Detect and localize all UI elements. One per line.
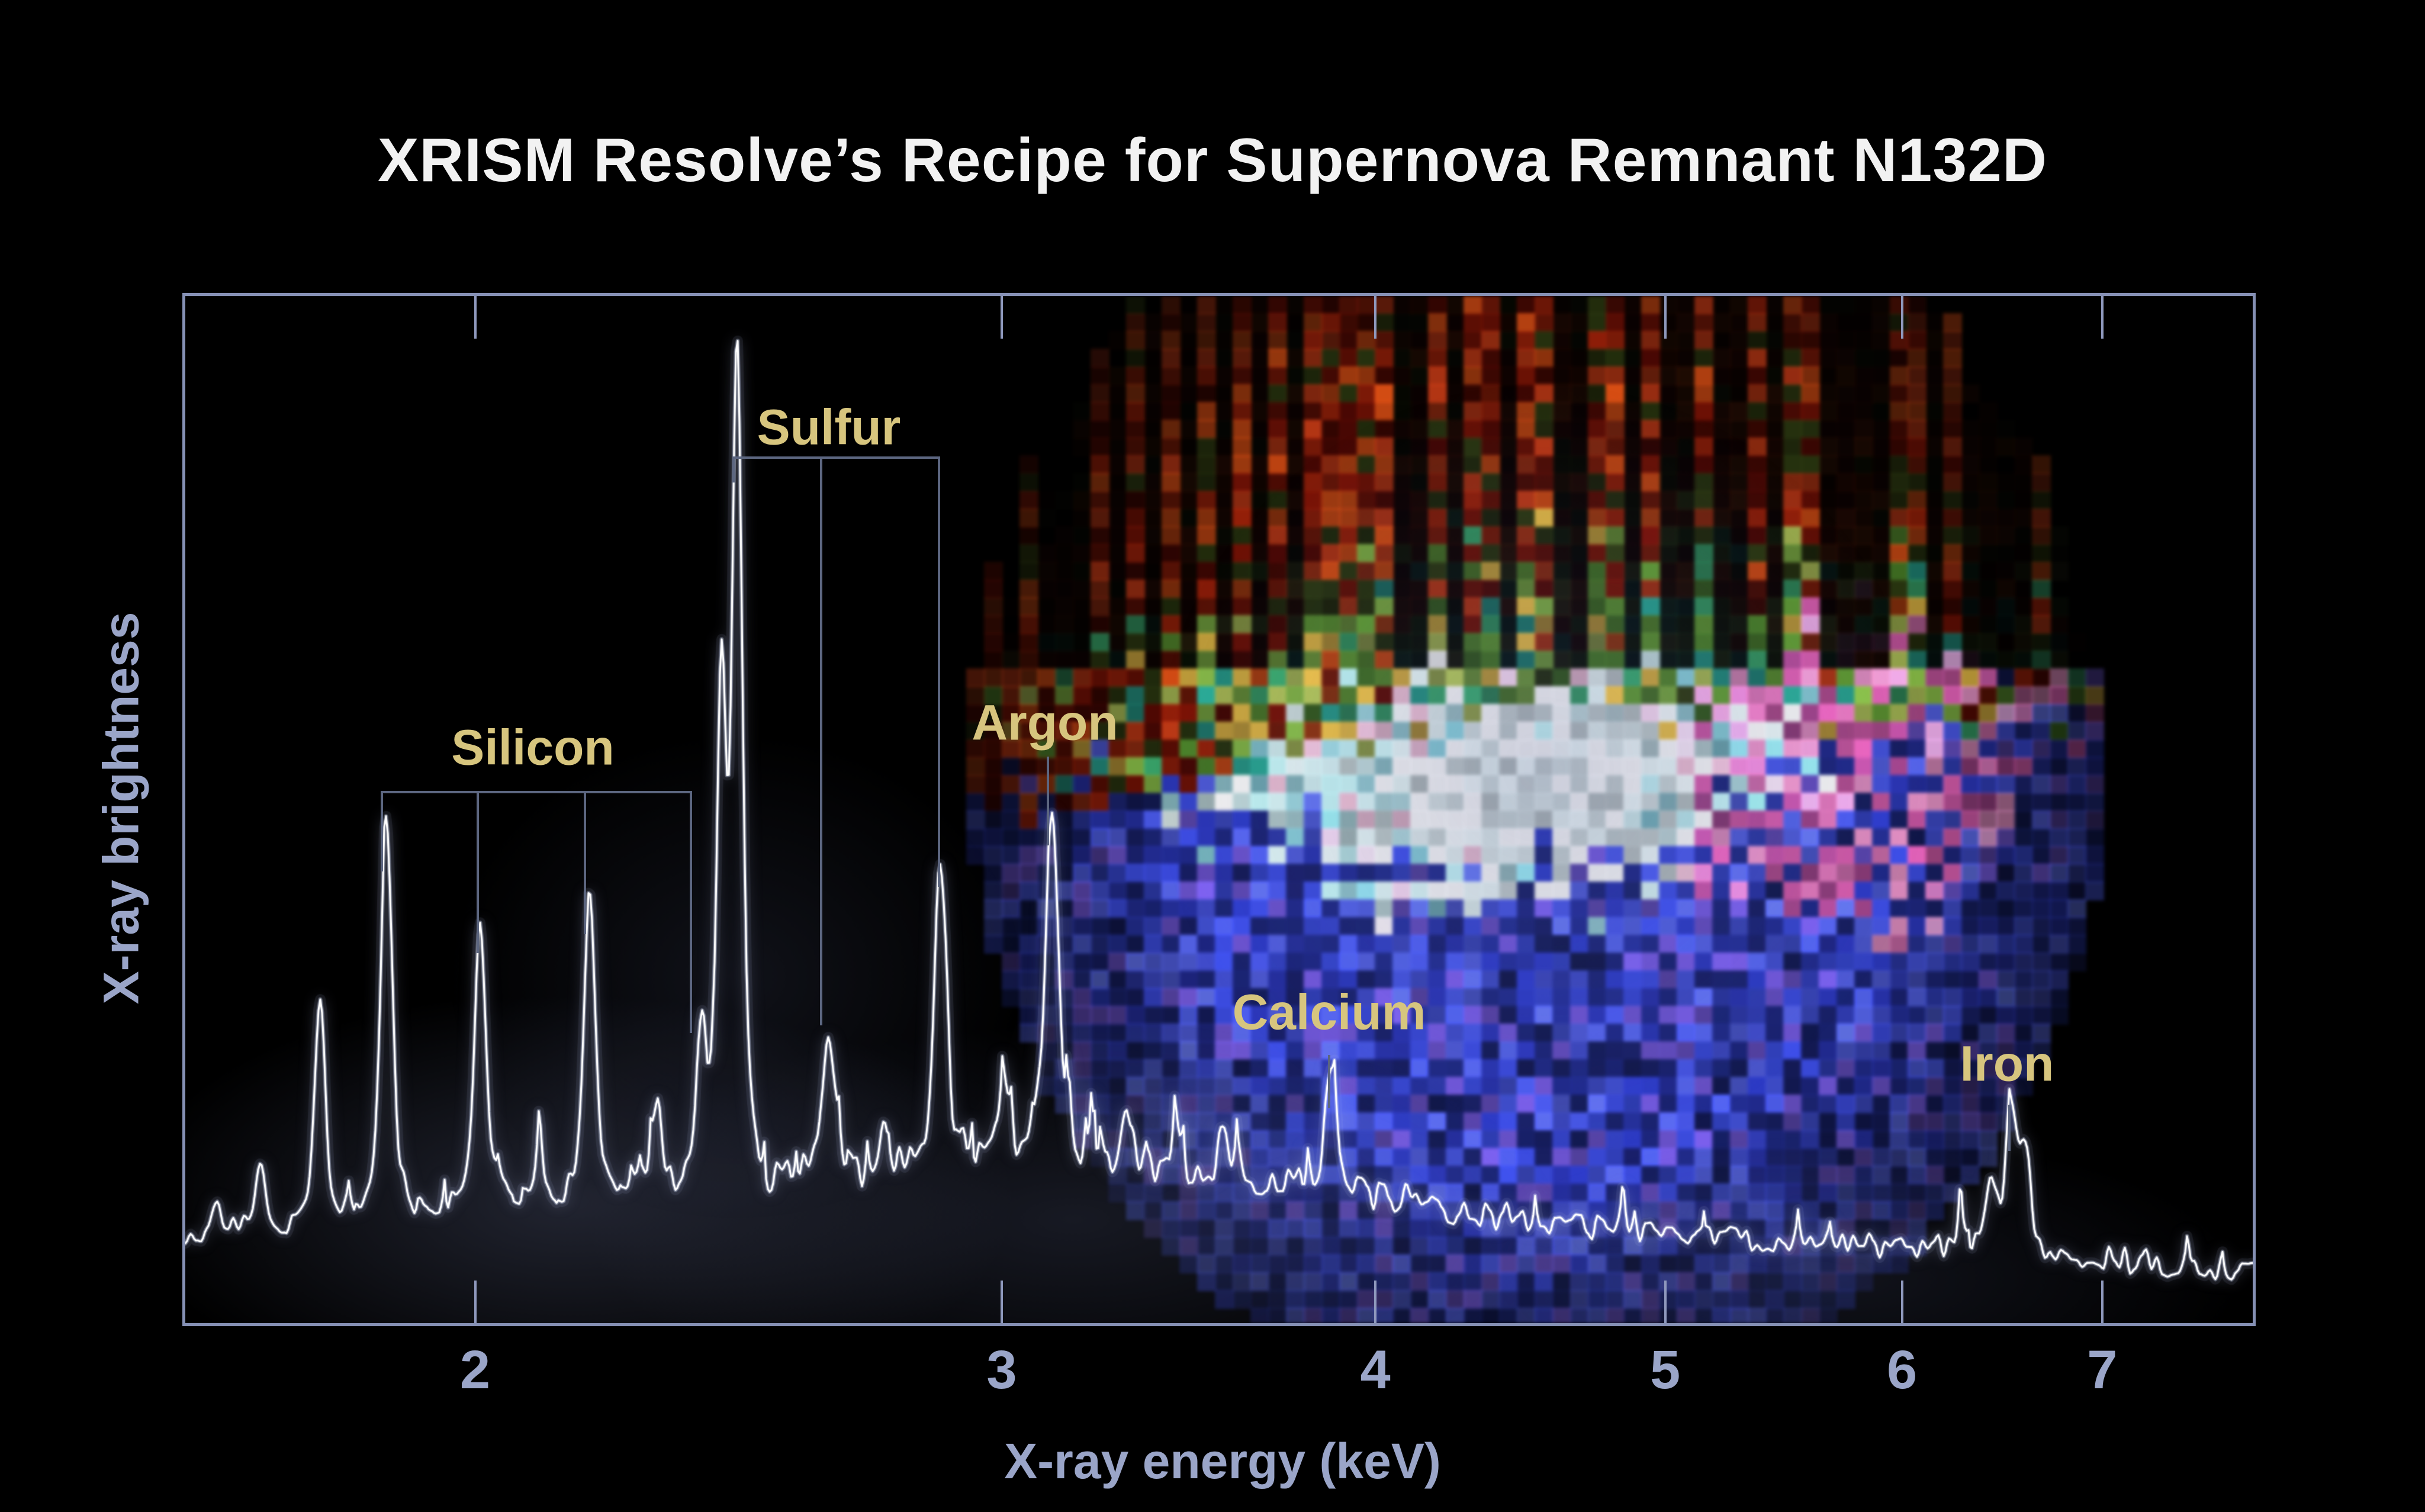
- x-axis-tick-label: 6: [1887, 1340, 1918, 1400]
- plot-area: Silicon Sulfur Argon Calcium Iron: [182, 293, 2256, 1326]
- element-label-sulfur: Sulfur: [757, 399, 901, 455]
- annotation-line-silicon: [381, 791, 692, 793]
- x-axis-tick-bottom: [2101, 1281, 2104, 1323]
- x-axis-tick-bottom: [1900, 1281, 1903, 1323]
- x-axis-tick-top: [1001, 296, 1004, 339]
- x-axis-tick-label: 2: [459, 1340, 491, 1400]
- x-axis-tick-top: [1664, 296, 1667, 339]
- annotation-line-calcium: [1328, 1055, 1330, 1108]
- x-axis-tick-bottom: [1664, 1281, 1667, 1323]
- element-label-iron: Iron: [1960, 1035, 2054, 1092]
- annotation-line-argon: [1047, 757, 1049, 845]
- x-axis-tick-label: 3: [986, 1340, 1017, 1400]
- element-label-silicon: Silicon: [451, 719, 615, 776]
- x-axis-tick-bottom: [1001, 1281, 1004, 1323]
- x-axis-tick-top: [1900, 296, 1903, 339]
- element-label-argon: Argon: [972, 694, 1118, 751]
- annotation-line-sulfur: [820, 456, 822, 1025]
- x-axis-tick-top: [1374, 296, 1377, 339]
- x-axis-tick-bottom: [1374, 1281, 1377, 1323]
- annotation-line-silicon: [477, 791, 479, 953]
- x-axis-tick-label: 4: [1360, 1340, 1391, 1400]
- x-axis-tick-top: [2101, 296, 2104, 339]
- annotation-line-sulfur: [732, 456, 735, 482]
- x-axis-label: X-ray energy (keV): [1004, 1433, 1441, 1489]
- annotation-line-sulfur: [732, 456, 940, 459]
- x-axis-tick-label: 7: [2087, 1340, 2118, 1400]
- annotation-line-iron: [2008, 1105, 2011, 1151]
- page-title: XRISM Resolve’s Recipe for Supernova Rem…: [377, 126, 2048, 195]
- spectrum-canvas: [185, 296, 2253, 1323]
- annotation-line-sulfur: [938, 456, 940, 887]
- annotation-line-silicon: [381, 791, 383, 871]
- element-label-calcium: Calcium: [1232, 984, 1426, 1040]
- y-axis-label: X-ray brightness: [93, 612, 149, 1005]
- x-axis-tick-top: [474, 296, 477, 339]
- annotation-line-silicon: [690, 791, 692, 1033]
- x-axis-tick-label: 5: [1650, 1340, 1681, 1400]
- x-axis-tick-bottom: [474, 1281, 477, 1323]
- annotation-line-silicon: [584, 791, 586, 934]
